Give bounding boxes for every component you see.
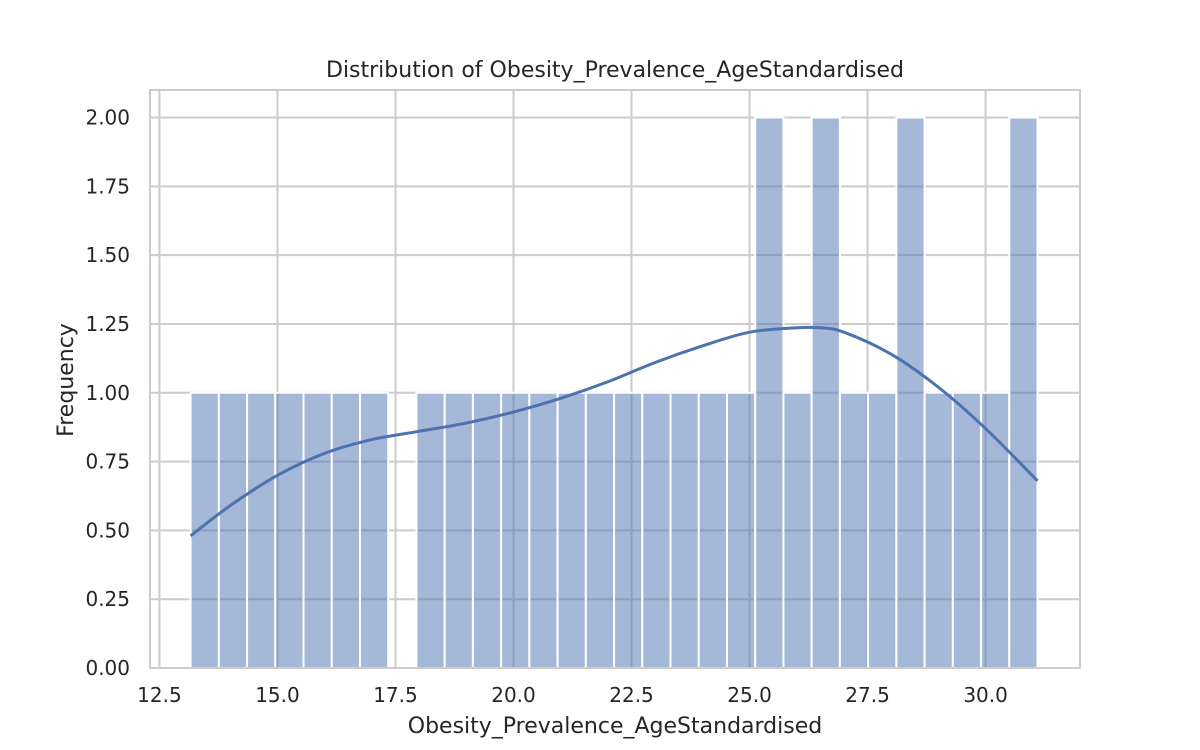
histogram-bar [246, 391, 277, 669]
histogram-bar [556, 391, 587, 669]
y-tick-label: 0.25 [85, 587, 130, 611]
histogram-bar [415, 391, 446, 669]
histogram-bar [584, 391, 616, 669]
histogram-bar [443, 391, 474, 669]
x-tick-label: 12.5 [137, 683, 182, 707]
histogram-bar [274, 391, 305, 669]
histogram-bar [669, 391, 700, 669]
plot-frame [149, 89, 1081, 669]
histogram-bar [217, 391, 249, 669]
y-tick-label: 1.25 [85, 312, 130, 336]
chart-title: Distribution of Obesity_Prevalence_AgeSt… [326, 58, 904, 83]
x-tick-label: 27.5 [845, 683, 890, 707]
x-tick-labels: 12.5 15.0 17.5 20.0 22.5 25.0 27.5 30.0 [137, 683, 1008, 707]
histogram-bar [838, 391, 870, 669]
y-tick-label: 0.75 [85, 450, 130, 474]
histogram-bar [358, 391, 390, 669]
histogram-bar [641, 391, 672, 669]
x-tick-label: 30.0 [963, 683, 1008, 707]
histogram-bar [471, 391, 503, 669]
x-tick-label: 20.0 [491, 683, 536, 707]
histogram-bar [330, 391, 361, 669]
y-tick-label: 1.50 [85, 243, 130, 267]
kde-curve-group [189, 325, 1039, 538]
kde-line [189, 325, 1039, 538]
x-tick-label: 22.5 [609, 683, 654, 707]
y-axis-label: Frequency [54, 323, 79, 437]
histogram-bar [810, 116, 841, 670]
y-tick-label: 1.75 [85, 174, 130, 198]
histogram-bar [725, 391, 757, 669]
histogram-bar [923, 391, 954, 669]
y-tick-label: 0.50 [85, 518, 130, 542]
histogram-bar [697, 391, 728, 669]
histogram-bar [951, 391, 983, 669]
histogram-bar [528, 391, 559, 669]
histogram-bar [867, 391, 898, 669]
y-tick-labels: 0.00 0.25 0.50 0.75 1.00 1.25 1.50 1.75 2.00 [85, 106, 130, 680]
histogram-bar [782, 391, 813, 669]
y-tick-label: 0.00 [85, 656, 130, 680]
histogram-bar [980, 391, 1011, 669]
histogram-bar [302, 391, 333, 669]
y-tick-label: 2.00 [85, 106, 130, 130]
histogram-bar [500, 391, 531, 669]
x-tick-label: 25.0 [727, 683, 772, 707]
histogram-bar [754, 116, 785, 670]
histogram-bar [189, 391, 220, 669]
x-tick-label: 15.0 [255, 683, 300, 707]
histogram-bar [895, 116, 926, 670]
y-tick-label: 1.00 [85, 381, 130, 405]
histogram-bar [613, 391, 644, 669]
x-tick-label: 17.5 [373, 683, 418, 707]
histogram-bars [189, 116, 1039, 670]
x-axis-label: Obesity_Prevalence_AgeStandardised [408, 714, 822, 739]
histogram-bar [1008, 116, 1039, 670]
